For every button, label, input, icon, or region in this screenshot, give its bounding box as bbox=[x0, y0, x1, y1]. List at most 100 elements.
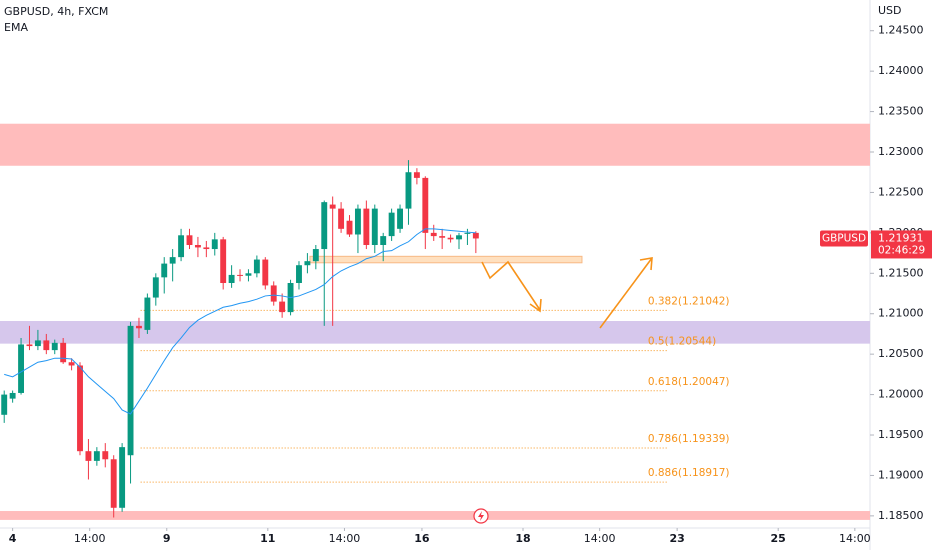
y-tick-label: 1.24500 bbox=[878, 24, 924, 37]
candle-body bbox=[312, 249, 319, 262]
candle-body bbox=[68, 362, 75, 366]
indicator-name: EMA bbox=[4, 21, 28, 34]
candle-body bbox=[43, 340, 50, 351]
price-badge bbox=[871, 230, 932, 259]
candle-body bbox=[51, 342, 58, 351]
fib-label: 0.786(1.19339) bbox=[648, 433, 730, 445]
x-tick-label: 14:00 bbox=[839, 532, 871, 545]
candle-body bbox=[472, 232, 479, 239]
zone bbox=[0, 321, 870, 344]
zone bbox=[0, 511, 870, 520]
candle-body bbox=[464, 232, 471, 234]
candle-body bbox=[60, 342, 67, 363]
candle-body bbox=[296, 265, 302, 284]
x-tick-label: 23 bbox=[669, 532, 684, 545]
candle-body bbox=[447, 237, 454, 240]
arrow-head bbox=[529, 298, 542, 313]
candle-body bbox=[152, 277, 159, 298]
y-tick-label: 1.23500 bbox=[878, 105, 924, 118]
plot-area: 0.382(1.21042) 0.5(1.20544) 0.618(1.20047)… bbox=[0, 123, 870, 520]
zone bbox=[309, 255, 583, 264]
symbol-badge bbox=[820, 230, 868, 247]
candle-body bbox=[279, 301, 286, 313]
symbol-label: GBPUSD bbox=[822, 232, 866, 244]
fib-label: 0.886(1.18917) bbox=[648, 467, 730, 479]
y-tick-label: 1.20500 bbox=[878, 347, 924, 360]
candle-body bbox=[127, 325, 134, 456]
projection-arrow bbox=[481, 260, 541, 311]
candle-body bbox=[119, 447, 126, 508]
y-tick-label: 1.19000 bbox=[878, 468, 924, 481]
candle-body bbox=[245, 273, 252, 276]
candle-body bbox=[380, 236, 387, 245]
candle-body bbox=[388, 212, 395, 237]
candle-body bbox=[262, 259, 269, 286]
chart-title: GBPUSD, 4h, FXCM bbox=[4, 5, 108, 18]
candle-body bbox=[203, 247, 210, 250]
candle-body bbox=[338, 208, 345, 229]
fib-label: 0.382(1.21042) bbox=[648, 295, 730, 307]
y-tick-label: 1.18500 bbox=[878, 509, 924, 522]
projection-arrow bbox=[599, 257, 653, 329]
candle-body bbox=[422, 177, 429, 233]
candle-body bbox=[253, 259, 260, 274]
zone bbox=[0, 123, 870, 166]
fib-label: 0.5(1.20544) bbox=[648, 336, 716, 348]
candle-body bbox=[161, 263, 168, 278]
candle-body bbox=[102, 451, 109, 460]
candle-body bbox=[220, 239, 227, 284]
candle-body bbox=[228, 274, 235, 284]
candle-body bbox=[363, 208, 370, 245]
candle-body bbox=[9, 392, 16, 399]
candle-body bbox=[439, 236, 446, 238]
fib-label: 0.618(1.20047) bbox=[648, 376, 730, 388]
candle-body bbox=[304, 261, 311, 266]
x-tick-label: 4 bbox=[9, 532, 17, 545]
candle-body bbox=[110, 459, 117, 508]
candle-body bbox=[26, 344, 33, 347]
x-tick-label: 14:00 bbox=[584, 532, 616, 545]
x-tick-label: 18 bbox=[515, 532, 530, 545]
price-label: 1.21931 bbox=[878, 231, 924, 244]
x-tick-label: 25 bbox=[771, 532, 786, 545]
candle-body bbox=[237, 274, 243, 276]
event-bolt bbox=[478, 511, 484, 521]
y-tick-label: 1.21500 bbox=[878, 266, 924, 279]
candle-body bbox=[456, 235, 462, 240]
x-tick-label: 11 bbox=[260, 532, 275, 545]
candle-body bbox=[329, 204, 336, 209]
candle-body bbox=[34, 340, 41, 347]
currency-label: USD bbox=[878, 4, 902, 17]
x-tick-label: 14:00 bbox=[329, 532, 361, 545]
candle-body bbox=[354, 208, 361, 235]
candle-body bbox=[413, 172, 420, 178]
candle-body bbox=[211, 239, 218, 250]
candle-body bbox=[77, 365, 83, 452]
ema-line bbox=[4, 228, 476, 415]
candle-body bbox=[346, 220, 353, 235]
candle-body bbox=[178, 235, 185, 258]
candle-body bbox=[194, 244, 201, 248]
y-tick-label: 1.21000 bbox=[878, 307, 924, 320]
candle-body bbox=[186, 235, 193, 245]
candle-body bbox=[405, 172, 412, 209]
y-tick-label: 1.22500 bbox=[878, 185, 924, 198]
candle-body bbox=[169, 257, 176, 264]
candle-body bbox=[371, 208, 378, 245]
candle-body bbox=[144, 297, 151, 330]
candle-body bbox=[93, 451, 100, 461]
candle-body bbox=[85, 451, 92, 461]
y-tick-label: 1.19500 bbox=[878, 428, 924, 441]
candle-body bbox=[1, 394, 8, 415]
x-tick-label: 14:00 bbox=[74, 532, 106, 545]
arrow-head bbox=[639, 257, 653, 271]
countdown-label: 02:46:29 bbox=[878, 244, 925, 256]
candle-body bbox=[321, 202, 328, 250]
candle-body bbox=[397, 208, 403, 229]
candle-body bbox=[136, 325, 142, 329]
y-tick-label: 1.24000 bbox=[878, 64, 924, 77]
candle-body bbox=[430, 232, 437, 237]
x-tick-label: 16 bbox=[414, 532, 430, 545]
y-tick-label: 1.20000 bbox=[878, 388, 924, 401]
